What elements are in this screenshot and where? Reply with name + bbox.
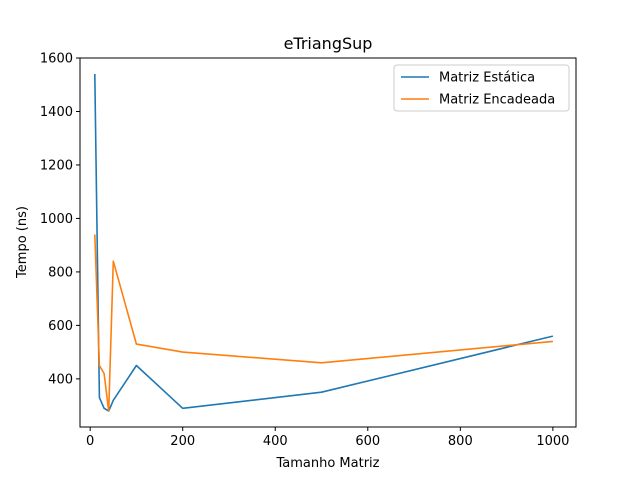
- legend: Matriz Estática Matriz Encadeada: [393, 64, 570, 112]
- x-tick-label: 1000: [536, 434, 569, 449]
- legend-label: Matriz Estática: [439, 71, 535, 86]
- plot-area: [79, 57, 577, 428]
- y-axis: 400 600 800 1000 1200 1400 1600: [40, 52, 80, 387]
- x-tick-label: 400: [263, 434, 288, 449]
- chart-title: eTriangSup: [284, 34, 373, 53]
- y-tick-label: 1400: [40, 105, 73, 120]
- x-tick-label: 600: [355, 434, 380, 449]
- y-tick-label: 400: [48, 372, 73, 387]
- series-line-0: [94, 73, 554, 412]
- x-axis-label: Tamanho Matriz: [275, 456, 379, 471]
- legend-label: Matriz Encadeada: [439, 93, 555, 108]
- x-axis: 0 200 400 600 800 1000: [86, 427, 569, 449]
- x-tick-label: 800: [448, 434, 473, 449]
- y-axis-label: Tempo (ns): [15, 206, 30, 279]
- y-tick-label: 1000: [40, 212, 73, 227]
- legend-box: [393, 64, 570, 112]
- y-tick-label: 800: [48, 265, 73, 280]
- x-tick-label: 200: [170, 434, 195, 449]
- series-layer: [94, 73, 554, 412]
- x-tick-label: 0: [86, 434, 94, 449]
- y-tick-label: 1200: [40, 158, 73, 173]
- y-tick-label: 1600: [40, 52, 73, 67]
- series-line-1: [94, 234, 553, 412]
- plot-frame: [79, 57, 577, 428]
- y-tick-label: 600: [48, 319, 73, 334]
